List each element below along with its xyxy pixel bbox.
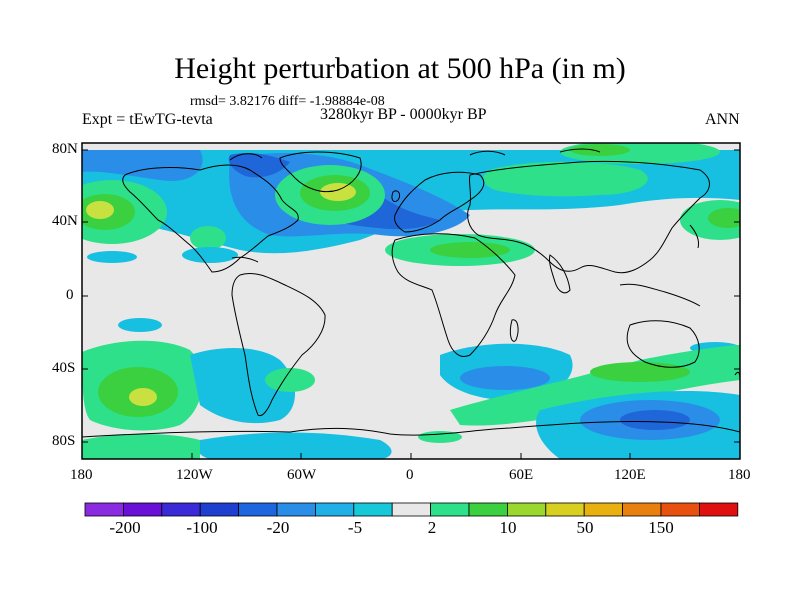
colorbar-label-2: 2 <box>427 518 437 537</box>
y-tick-80s: 80S <box>52 433 76 449</box>
colorbar-label-neg20: -20 <box>266 518 290 537</box>
x-tick-0: 0 <box>406 467 414 483</box>
period-label: 3280kyr BP - 0000kyr BP <box>320 106 487 123</box>
coast-japan <box>689 224 699 249</box>
npac-yellow-core <box>86 201 114 219</box>
coast-india <box>549 254 571 294</box>
y-tick-40n: 40N <box>52 213 78 229</box>
colorbar-swatch <box>622 502 662 517</box>
greenland-yellow-core <box>320 183 356 201</box>
x-tick-180w: 180 <box>70 467 93 483</box>
x-tick-180e: 180 <box>728 467 751 483</box>
coast-arctic-islands <box>229 148 601 161</box>
colorbar-swatch <box>314 502 355 517</box>
coast-africa <box>391 233 516 357</box>
spole-blue <box>197 432 392 459</box>
coast-south-america <box>231 272 326 417</box>
axis-ticks <box>81 149 741 459</box>
colorbar-swatch <box>199 502 239 517</box>
colorbar-swatch <box>391 502 432 517</box>
antarctic-green-patch <box>418 431 462 443</box>
colorbar-swatches <box>84 502 739 517</box>
colorbar-swatch <box>238 502 278 517</box>
x-tick-120e: 120E <box>614 467 646 483</box>
colorbar-swatch <box>84 502 124 517</box>
coastlines <box>82 148 740 438</box>
coast-north-america <box>122 164 299 273</box>
x-tick-60w: 60W <box>287 467 317 483</box>
y-tick-0: 0 <box>66 287 74 303</box>
colorbar-label-neg200: -200 <box>109 518 141 537</box>
rmsd-diff-stats: rmsd= 3.82176 diff= -1.98884e-08 <box>190 94 385 109</box>
y-tick-40s: 40S <box>52 360 76 376</box>
colorbar-label-50: 50 <box>576 518 594 537</box>
colorbar-swatch <box>276 502 316 517</box>
spac-yellow-core <box>129 388 157 406</box>
mexico-green <box>190 226 226 250</box>
x-tick-60e: 60E <box>509 467 534 483</box>
satl-green <box>265 368 315 392</box>
colorbar-label-150: 150 <box>648 518 674 537</box>
coast-madagascar <box>509 319 519 342</box>
colorbar-label-neg100: -100 <box>186 518 218 537</box>
y-tick-80n: 80N <box>52 141 78 157</box>
coast-caribbean <box>231 256 259 263</box>
coast-greenland <box>279 151 362 193</box>
siberia-green <box>483 161 648 197</box>
colorbar-swatch <box>123 502 163 517</box>
colorbar-swatch <box>161 502 201 517</box>
colorbar-swatch <box>506 502 547 517</box>
nafrica-green-core <box>430 242 510 258</box>
coast-australia <box>626 320 700 368</box>
colorbar-swatch <box>353 502 393 517</box>
coast-asia <box>467 160 710 274</box>
contour-fields <box>82 143 740 459</box>
season-label: ANN <box>705 111 740 128</box>
sind-mid-blue <box>460 366 550 390</box>
coast-antarctica <box>82 420 740 438</box>
arctic-green-core <box>570 144 630 156</box>
sam-blue <box>190 348 295 424</box>
npac-blue <box>82 150 203 181</box>
colorbar-label-10: 10 <box>499 518 517 537</box>
x-tick-120w: 120W <box>176 467 213 483</box>
nwpac-green-core <box>708 208 740 228</box>
tropics-blue-1 <box>118 318 162 332</box>
colorbar-swatch <box>660 502 700 517</box>
antarctic-deep-blue <box>620 410 690 430</box>
coast-sea-islands <box>619 283 701 307</box>
colorbar-swatch <box>699 502 739 517</box>
map-title: Height perturbation at 500 hPa (in m) <box>174 52 626 85</box>
spole-green <box>82 434 200 459</box>
colorbar-swatch <box>545 502 585 517</box>
tropics-blue-2 <box>87 251 137 263</box>
colorbar-swatch <box>583 502 624 517</box>
colorbar-swatch <box>468 502 508 517</box>
coast-uk <box>391 190 401 203</box>
experiment-label: Expt = tEwTG-tevta <box>82 111 213 128</box>
colorbar-swatch <box>430 502 470 517</box>
colorbar-label-neg5: -5 <box>347 518 363 537</box>
nh-deep-blue-north <box>228 152 290 178</box>
